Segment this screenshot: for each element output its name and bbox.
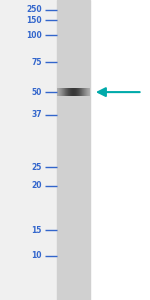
- Text: 20: 20: [32, 182, 42, 190]
- Bar: [57, 0, 90, 300]
- Text: 250: 250: [26, 5, 42, 14]
- Bar: [90, 0, 150, 300]
- Text: 50: 50: [32, 88, 42, 97]
- Text: 75: 75: [32, 58, 42, 67]
- Text: 25: 25: [32, 163, 42, 172]
- Text: 150: 150: [26, 16, 42, 25]
- Text: 100: 100: [26, 31, 42, 40]
- Text: 10: 10: [32, 251, 42, 260]
- Text: 37: 37: [31, 110, 42, 119]
- Text: 15: 15: [32, 226, 42, 235]
